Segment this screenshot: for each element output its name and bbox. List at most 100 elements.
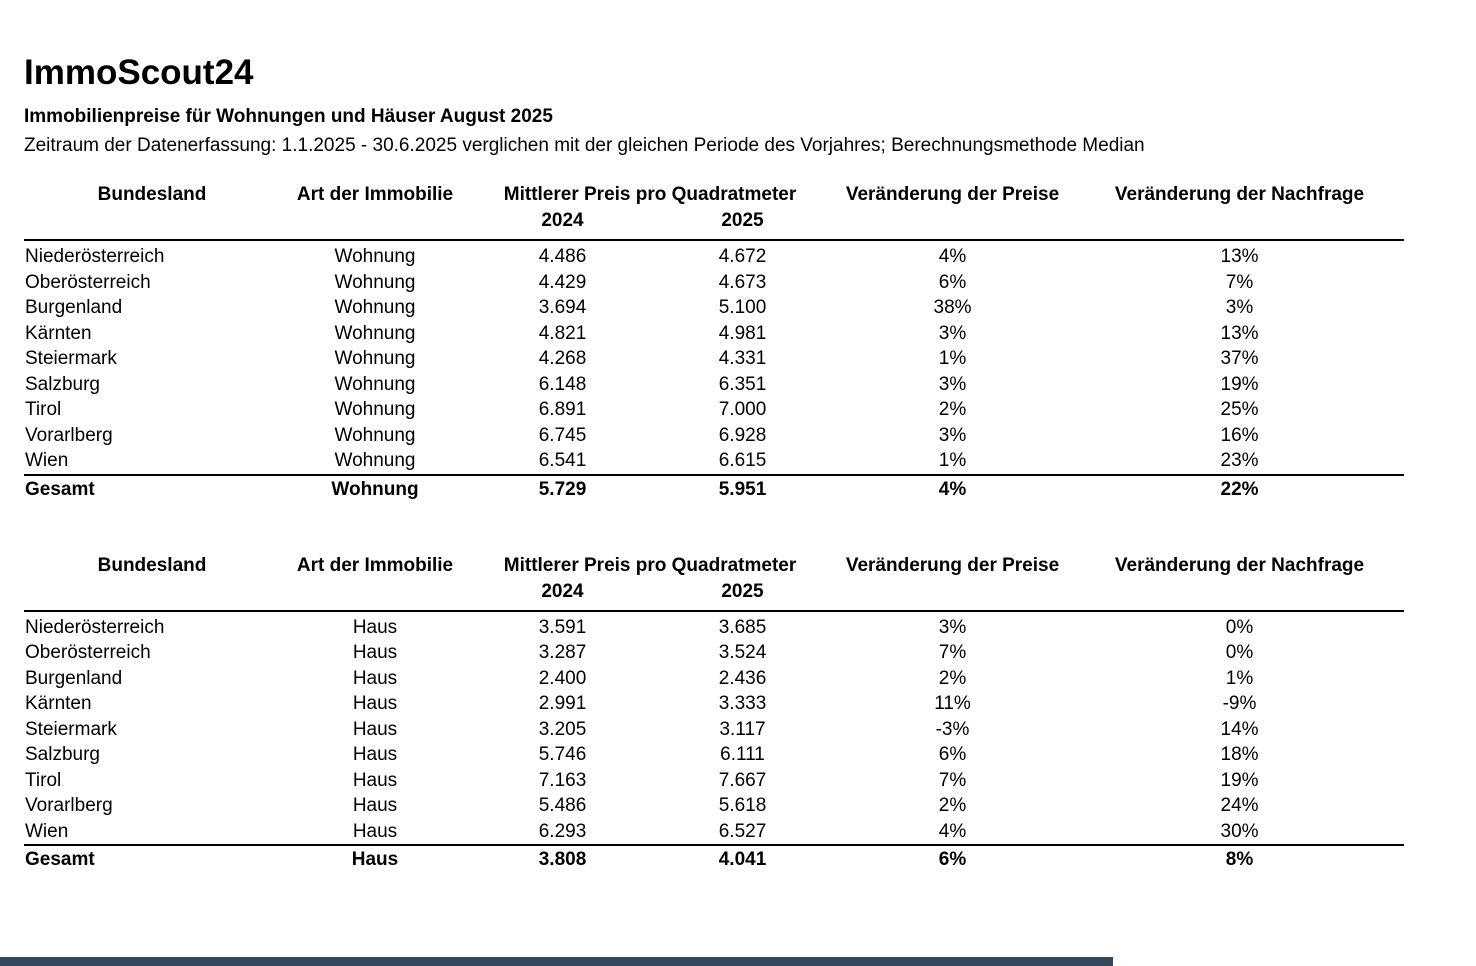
haus-price-table: Bundesland Art der Immobilie Mittlerer P… bbox=[24, 553, 1405, 874]
table-cell: Wohnung bbox=[334, 348, 416, 370]
table-cell: Tirol bbox=[25, 399, 62, 421]
footer-bar bbox=[0, 957, 1113, 966]
table-cell: Haus bbox=[352, 820, 398, 842]
table-cell: 6.111 bbox=[720, 744, 765, 766]
table-cell: 19% bbox=[1220, 373, 1259, 395]
table-cell: 5.951 bbox=[718, 478, 767, 500]
table-cell: 5.618 bbox=[718, 795, 767, 817]
table-cell: Gesamt bbox=[25, 849, 95, 871]
table-cell: 22% bbox=[1220, 478, 1259, 500]
table-cell: 37% bbox=[1220, 348, 1259, 370]
table-cell: 6.293 bbox=[538, 820, 587, 842]
table-cell: 2% bbox=[938, 795, 967, 817]
table-cell: 19% bbox=[1220, 769, 1259, 791]
table-cell: Kärnten bbox=[25, 693, 92, 715]
table-cell: Wohnung bbox=[334, 297, 416, 319]
table-cell: Wohnung bbox=[334, 424, 416, 446]
header-nachfrage-change: Veränderung der Nachfrage bbox=[1114, 554, 1365, 576]
table-cell: 18% bbox=[1220, 744, 1259, 766]
table-cell: 6.541 bbox=[538, 450, 587, 472]
table-cell: Wohnung bbox=[334, 450, 416, 472]
table-row: Burgenland Haus 2.400 2.436 2% 1% bbox=[24, 666, 1404, 692]
table-cell: Haus bbox=[352, 718, 398, 740]
table-cell: 4.981 bbox=[718, 322, 767, 344]
table-row: Wien Haus 6.293 6.527 4% 30% bbox=[24, 819, 1404, 846]
table-cell: 3% bbox=[938, 373, 967, 395]
table-cell: Haus bbox=[352, 667, 398, 689]
table-cell: 3.333 bbox=[718, 693, 767, 715]
table-cell: 14% bbox=[1220, 718, 1259, 740]
table-cell: Niederösterreich bbox=[25, 616, 165, 638]
page-title: ImmoScout24 bbox=[24, 53, 254, 92]
table-cell: 7.000 bbox=[718, 399, 767, 421]
table-cell: 38% bbox=[933, 297, 972, 319]
table-row: Burgenland Wohnung 3.694 5.100 38% 3% bbox=[24, 295, 1404, 321]
table-cell: 16% bbox=[1220, 424, 1259, 446]
table-cell: 3.117 bbox=[719, 718, 766, 740]
table-row: Kärnten Haus 2.991 3.333 11% -9% bbox=[24, 691, 1404, 717]
table-cell: Oberösterreich bbox=[25, 271, 151, 293]
table-cell: 6.745 bbox=[538, 424, 587, 446]
header-bundesland: Bundesland bbox=[97, 184, 207, 206]
wohnung-table-total: Gesamt Wohnung 5.729 5.951 4% 22% bbox=[24, 474, 1405, 503]
table-cell: 7% bbox=[1225, 271, 1254, 293]
data-collection-note: Zeitraum der Datenerfassung: 1.1.2025 - … bbox=[24, 135, 1145, 157]
table-cell: Wohnung bbox=[334, 246, 416, 268]
table-cell: 3.694 bbox=[538, 297, 587, 319]
table-cell: Burgenland bbox=[25, 667, 123, 689]
table-cell: 8% bbox=[1225, 849, 1254, 871]
table-header: Bundesland Art der Immobilie Mittlerer P… bbox=[24, 553, 1405, 611]
table-cell: 1% bbox=[938, 450, 967, 472]
table-cell: 1% bbox=[1225, 667, 1254, 689]
table-row: Tirol Wohnung 6.891 7.000 2% 25% bbox=[24, 397, 1404, 423]
header-preis-group: Mittlerer Preis pro Quadratmeter bbox=[503, 554, 797, 576]
table-cell: Wohnung bbox=[334, 373, 416, 395]
table-row: Niederösterreich Haus 3.591 3.685 3% 0% bbox=[24, 611, 1404, 641]
table-cell: 23% bbox=[1220, 450, 1259, 472]
table-cell: 2% bbox=[938, 667, 967, 689]
total-row: Gesamt Haus 3.808 4.041 6% 8% bbox=[24, 845, 1405, 873]
table-cell: 3.685 bbox=[718, 616, 767, 638]
table-cell: 6.615 bbox=[718, 450, 767, 472]
header-year-2025: 2025 bbox=[721, 580, 764, 602]
table-cell: 4% bbox=[938, 820, 967, 842]
table-cell: 5.486 bbox=[538, 795, 587, 817]
table-cell: Salzburg bbox=[25, 744, 100, 766]
table-cell: 4.672 bbox=[718, 246, 767, 268]
table-cell: Oberösterreich bbox=[25, 642, 151, 664]
table-cell: Steiermark bbox=[25, 348, 117, 370]
table-cell: Wohnung bbox=[334, 271, 416, 293]
table-cell: 13% bbox=[1220, 246, 1259, 268]
header-year-2024: 2024 bbox=[541, 210, 584, 232]
table-cell: 2% bbox=[938, 399, 967, 421]
table-cell: Vorarlberg bbox=[25, 424, 113, 446]
header-year-2025: 2025 bbox=[721, 210, 764, 232]
table-cell: 7.667 bbox=[718, 769, 767, 791]
table-cell: 6.928 bbox=[718, 424, 767, 446]
header-immobilie: Art der Immobilie bbox=[296, 184, 454, 206]
table-cell: 4% bbox=[938, 246, 967, 268]
table-cell: 3% bbox=[938, 424, 967, 446]
table-row: Oberösterreich Haus 3.287 3.524 7% 0% bbox=[24, 640, 1404, 666]
table-cell: 4.268 bbox=[538, 348, 587, 370]
table-cell: 7% bbox=[938, 769, 967, 791]
table-cell: 4% bbox=[938, 478, 967, 500]
table-cell: 6% bbox=[938, 849, 967, 871]
table-cell: Steiermark bbox=[25, 718, 117, 740]
table-row: Steiermark Wohnung 4.268 4.331 1% 37% bbox=[24, 346, 1404, 372]
header-immobilie: Art der Immobilie bbox=[296, 554, 454, 576]
wohnung-table-body: Niederösterreich Wohnung 4.486 4.672 4% 13% Ob… bbox=[24, 240, 1404, 475]
table-cell: Tirol bbox=[25, 769, 62, 791]
table-cell: 4.429 bbox=[538, 271, 587, 293]
document-subtitle: Immobilienpreise für Wohnungen und Häuse… bbox=[24, 105, 553, 127]
table-cell: 5.100 bbox=[718, 297, 767, 319]
table-row: Tirol Haus 7.163 7.667 7% 19% bbox=[24, 768, 1404, 794]
table-cell: Haus bbox=[352, 769, 398, 791]
table-cell: 3.591 bbox=[538, 616, 587, 638]
header-bundesland: Bundesland bbox=[97, 554, 207, 576]
haus-table-body: Niederösterreich Haus 3.591 3.685 3% 0% Oberös… bbox=[24, 611, 1404, 846]
table-row: Niederösterreich Wohnung 4.486 4.672 4% 13% bbox=[24, 240, 1404, 270]
table-cell: Haus bbox=[352, 795, 398, 817]
table-cell: Niederösterreich bbox=[25, 246, 165, 268]
wohnung-price-table: Bundesland Art der Immobilie Mittlerer P… bbox=[24, 182, 1405, 503]
